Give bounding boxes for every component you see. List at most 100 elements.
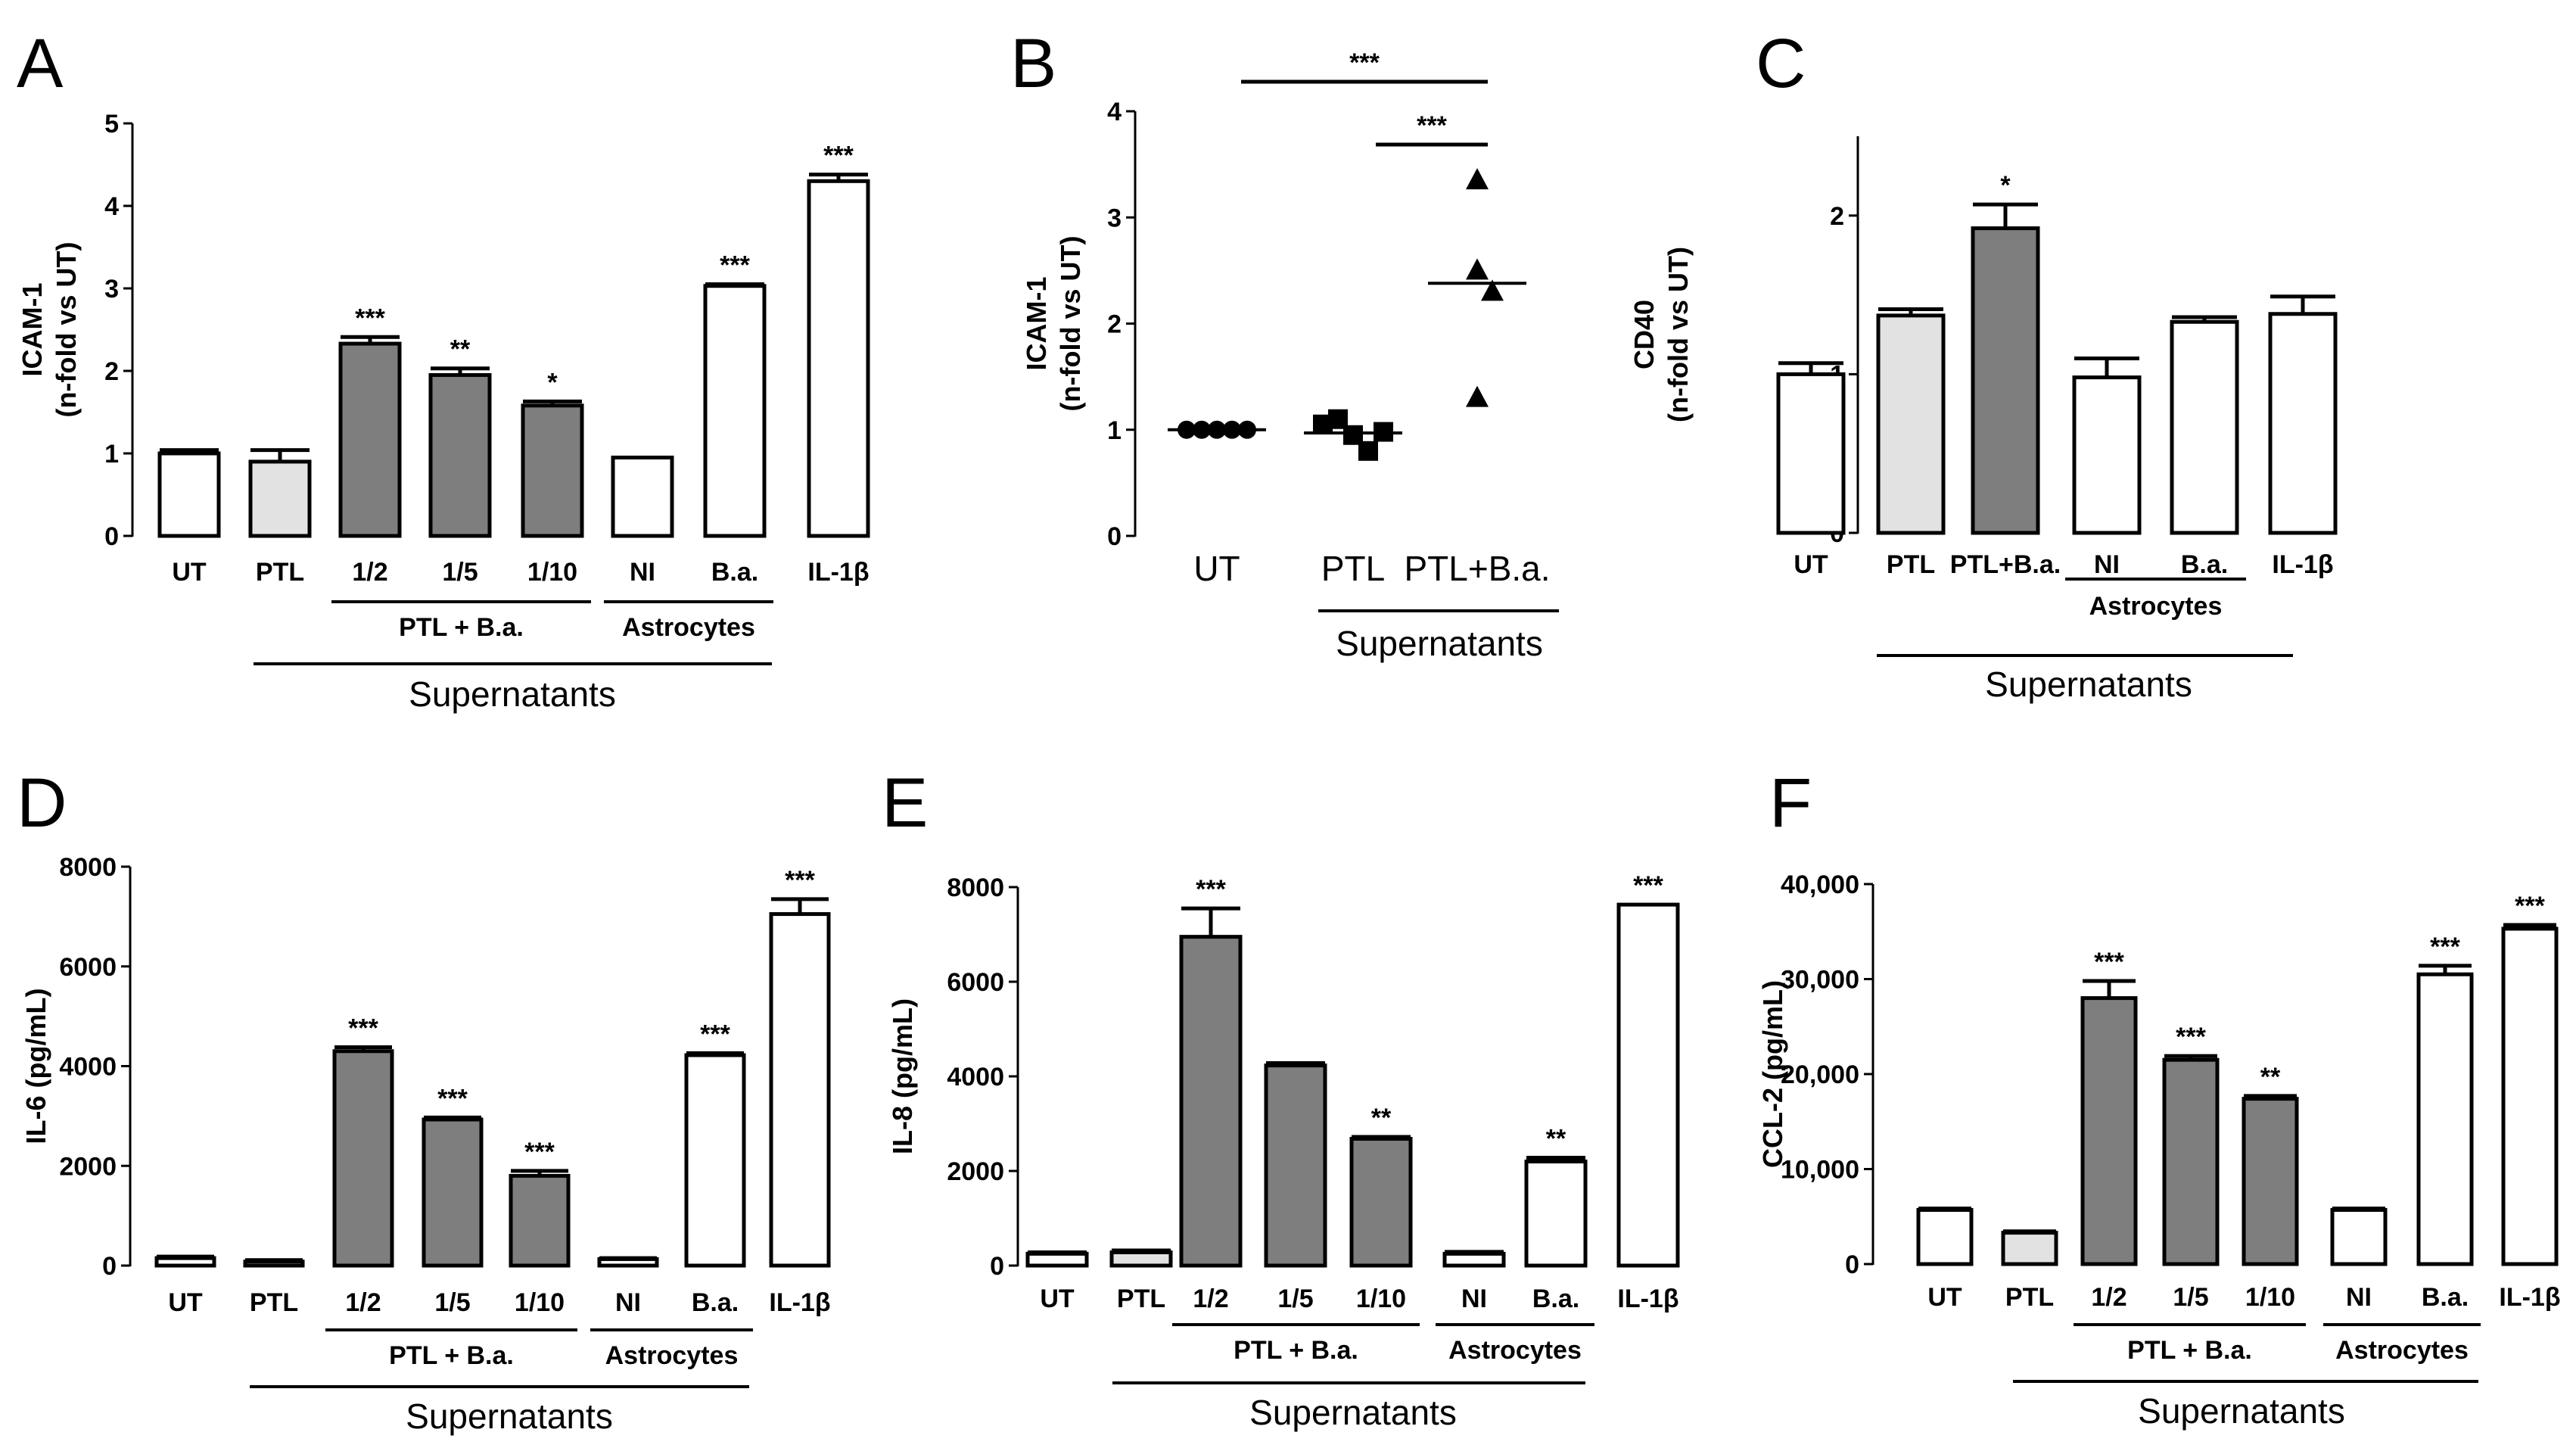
- supernatants-label: Supernatants: [406, 1397, 613, 1436]
- y-tick-label: 6000: [947, 968, 1004, 997]
- bar-NI: [1442, 1251, 1506, 1268]
- bar-PTL: [248, 459, 312, 538]
- bar-1/5: [1264, 1063, 1327, 1268]
- panel-label: D: [17, 764, 67, 842]
- bar-UT: [1025, 1251, 1089, 1268]
- significance-marker: ***: [524, 1138, 555, 1166]
- significance-marker: ***: [1196, 875, 1226, 904]
- category-label: 1/2: [352, 558, 387, 587]
- bar-IL-1β: [807, 179, 870, 538]
- y-tick-label: 0: [1845, 1250, 1859, 1279]
- y-tick-label: 0: [102, 1252, 117, 1281]
- category-label: UT: [172, 558, 207, 587]
- bar-1/5: [2162, 1057, 2220, 1266]
- significance-marker: **: [450, 335, 471, 364]
- category-label: UT: [1040, 1285, 1075, 1313]
- bar-1/10: [1349, 1137, 1413, 1268]
- category-label: IL-1β: [2499, 1283, 2560, 1312]
- bar-UT: [154, 1256, 216, 1268]
- category-label: 1/10: [527, 558, 577, 587]
- bar-B.a.: [1524, 1160, 1588, 1268]
- category-label: NI: [2094, 550, 2120, 579]
- significance-marker: ***: [1633, 871, 1663, 900]
- category-label: UT: [1794, 550, 1828, 579]
- bar-PTL+B.a.: [1971, 226, 2040, 535]
- category-label: 1/2: [2091, 1283, 2126, 1312]
- significance-marker: ***: [355, 304, 385, 332]
- category-label: PTL: [1117, 1285, 1165, 1313]
- group-label: PTL + B.a.: [1234, 1336, 1358, 1365]
- significance-marker: ***: [2094, 948, 2124, 976]
- group-label: Astrocytes: [2089, 592, 2223, 621]
- significance-marker: ***: [823, 142, 854, 170]
- y-tick-label: 3: [1107, 204, 1122, 232]
- bar-UT: [157, 451, 221, 538]
- category-label: UT: [1193, 549, 1240, 588]
- significance-marker: ***: [437, 1084, 468, 1113]
- category-label: B.a.: [1532, 1285, 1579, 1313]
- bar-NI: [2330, 1207, 2388, 1266]
- group-label: Astrocytes: [2335, 1336, 2469, 1365]
- bar-UT: [1776, 372, 1846, 535]
- supernatants-label: Supernatants: [2138, 1391, 2345, 1431]
- category-label: IL-1β: [769, 1288, 830, 1317]
- significance-marker: ***: [720, 251, 750, 280]
- bar-NI: [2072, 375, 2142, 535]
- category-label: PTL: [256, 558, 304, 587]
- category-label: PTL: [250, 1288, 298, 1317]
- y-tick-label: 30,000: [1781, 966, 1859, 995]
- group-label: PTL + B.a.: [2127, 1336, 2252, 1365]
- significance-marker: *: [2000, 171, 2011, 200]
- group-label: Astrocytes: [1448, 1336, 1582, 1365]
- category-label: NI: [1461, 1285, 1487, 1313]
- panel-label: F: [1769, 764, 1812, 842]
- y-tick-label: 2000: [59, 1152, 117, 1181]
- significance-marker: **: [1371, 1104, 1392, 1132]
- significance-marker: ***: [1349, 48, 1380, 77]
- data-point-triangle: [1466, 168, 1489, 190]
- bar-1/2: [338, 341, 402, 538]
- y-tick-label: 0: [1107, 522, 1122, 551]
- data-point-triangle: [1466, 258, 1489, 280]
- y-tick-label: 2000: [947, 1157, 1004, 1186]
- y-tick-label: 0: [990, 1252, 1004, 1281]
- significance-marker: ***: [700, 1020, 730, 1048]
- bar-NI: [611, 455, 674, 538]
- data-point-triangle: [1481, 279, 1504, 301]
- category-label: PTL: [1887, 550, 1935, 579]
- y-tick-label: 20,000: [1781, 1060, 1859, 1089]
- y-tick-label: 2: [1830, 202, 1844, 231]
- bar-PTL: [1876, 313, 1946, 535]
- y-tick-label: 4000: [59, 1053, 117, 1082]
- category-label: NI: [615, 1288, 641, 1317]
- category-label: UT: [168, 1288, 203, 1317]
- panel-label: A: [17, 25, 64, 102]
- significance-marker: ***: [2430, 933, 2460, 961]
- category-label: NI: [2346, 1283, 2372, 1312]
- y-tick-label: 3: [104, 275, 119, 304]
- panel-e: E 0 2000 4000 6000 8000 IL-8 (pg/mL) UT PTL *** 1/…: [882, 764, 1680, 1432]
- significance-marker: ***: [348, 1014, 378, 1042]
- y-axis-label: CD40: [1629, 300, 1660, 369]
- category-label: 1/10: [1356, 1285, 1406, 1313]
- panel-d: D 0 2000 4000 6000 8000 IL-6 (pg/mL) UT PTL *** 1/…: [17, 764, 831, 1436]
- data-point-triangle: [1466, 385, 1489, 407]
- y-axis-label: ICAM-1: [1021, 277, 1052, 371]
- category-label: PTL: [2005, 1283, 2054, 1312]
- category-label: IL-1β: [2272, 550, 2333, 579]
- significance-marker: ***: [785, 866, 815, 895]
- bar-B.a.: [2170, 319, 2239, 535]
- y-axis-label: (n-fold vs UT): [1663, 247, 1694, 422]
- category-label: NI: [630, 558, 655, 587]
- category-label: PTL: [1321, 549, 1385, 588]
- significance-marker: **: [1546, 1125, 1566, 1154]
- y-tick-label: 5: [104, 110, 119, 139]
- bar-B.a.: [2416, 972, 2474, 1266]
- bar-IL-1β: [1616, 902, 1680, 1268]
- category-label: UT: [1927, 1283, 1962, 1312]
- supernatants-label: Supernatants: [1336, 624, 1543, 663]
- bar-1/10: [509, 1173, 571, 1268]
- y-tick-label: 6000: [59, 953, 117, 982]
